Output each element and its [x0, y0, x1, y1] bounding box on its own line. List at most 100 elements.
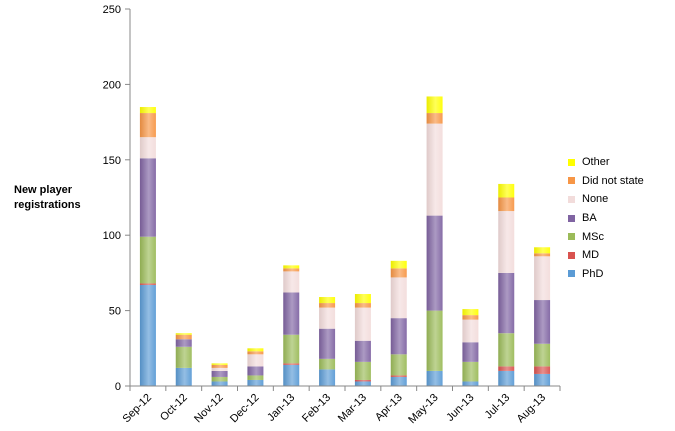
bar-segment-ba [426, 215, 443, 311]
bar-segment-did-not-state [534, 253, 551, 257]
bar-segment-ba [175, 339, 192, 347]
bar-segment-did-not-state [283, 268, 300, 272]
bar-segment-phd [283, 364, 300, 386]
bar-segment-phd [211, 381, 228, 386]
bar-segment-phd [354, 381, 371, 386]
bar-segment-did-not-state [319, 303, 336, 308]
legend-label: None [582, 193, 609, 206]
bar-segment-phd [498, 370, 515, 386]
legend-label: BA [582, 212, 597, 225]
legend-swatch [568, 233, 575, 241]
legend-label: MSc [582, 230, 604, 243]
legend-swatch [568, 177, 575, 185]
x-tick-label: Jun-13 [444, 392, 476, 424]
x-tick-label: Feb-13 [300, 392, 333, 425]
bar-segment-phd [319, 369, 336, 386]
bar-segment-phd [139, 284, 156, 386]
y-tick-label: 200 [103, 79, 121, 91]
bar-segment-other [247, 348, 264, 352]
bar-segment-ba [498, 272, 515, 334]
y-axis-title-line-2: registrations [14, 199, 81, 211]
bar-segment-ba [247, 366, 264, 376]
x-tick-label: Mar-13 [336, 392, 369, 425]
bar-segment-other [319, 297, 336, 304]
bar-segment-ba [354, 340, 371, 362]
legend-label: Did not state [582, 174, 644, 187]
bar-segment-did-not-state [354, 303, 371, 308]
bar-segment-msc [175, 346, 192, 368]
bar-segment-none [139, 137, 156, 159]
bar-segment-did-not-state [175, 334, 192, 340]
bar-segment-msc [354, 361, 371, 380]
bar-segment-msc [390, 354, 407, 376]
bar-segment-md [354, 379, 371, 382]
legend-item: PhD [568, 265, 644, 284]
legend-swatch [568, 158, 575, 166]
bar-segment-none [426, 123, 443, 216]
bar-segment-md [534, 366, 551, 374]
legend-item: MD [568, 246, 644, 265]
bar-segment-did-not-state [247, 351, 264, 355]
y-axis: 0 50 100 150 200 250 [103, 4, 131, 393]
legend-swatch [568, 195, 575, 203]
bar-segment-none [354, 307, 371, 341]
bar-segment-other [534, 247, 551, 254]
y-tick-label: 100 [103, 230, 121, 242]
bar-segment-msc [534, 343, 551, 367]
bar-segment-other [390, 260, 407, 269]
bar-segment-other [426, 96, 443, 114]
x-tick-label: Oct-12 [158, 392, 190, 424]
y-tick-label: 0 [115, 381, 121, 393]
x-tick-label: Jan-13 [265, 392, 297, 424]
bar-segment-none [462, 319, 479, 343]
legend-label: MD [582, 249, 600, 262]
legend-item: BA [568, 209, 644, 228]
bar-segment-none [211, 367, 228, 371]
bar-segment-msc [139, 236, 156, 284]
legend-label: PhD [582, 267, 604, 280]
bar-segment-msc [211, 376, 228, 382]
bar-segment-md [390, 375, 407, 377]
bar-segment-phd [390, 376, 407, 386]
bar-segment-ba [534, 300, 551, 344]
bar-segment-other [462, 309, 479, 316]
bar-segment-md [139, 283, 156, 285]
bar-segment-did-not-state [462, 315, 479, 320]
x-tick-label: Aug-13 [515, 392, 549, 426]
x-tick-label: Jul-13 [483, 392, 513, 422]
bar-segment-none [283, 271, 300, 293]
bar-segment-did-not-state [139, 113, 156, 138]
x-tick-label: Apr-13 [373, 392, 405, 424]
bar-segment-did-not-state [426, 113, 443, 124]
y-tick-label: 50 [109, 306, 121, 318]
bar-segment-did-not-state [498, 197, 515, 212]
x-tick-label: May-13 [406, 392, 440, 426]
bar-segment-phd [534, 373, 551, 386]
x-tick-label: Nov-12 [192, 392, 226, 426]
bar-segment-phd [175, 367, 192, 386]
bars [139, 96, 551, 386]
bar-segment-phd [247, 379, 264, 386]
bar-segment-msc [426, 310, 443, 371]
bar-segment-md [498, 366, 515, 371]
bar-segment-other [283, 265, 300, 269]
bar-segment-did-not-state [211, 364, 228, 368]
bar-segment-ba [139, 158, 156, 237]
bar-segment-ba [462, 342, 479, 362]
legend-label: Other [582, 156, 610, 169]
x-tick-label: Sep-12 [120, 392, 154, 426]
bar-segment-msc [319, 358, 336, 370]
bar-segment-none [247, 354, 264, 367]
y-axis-title-line-1: New player [14, 184, 73, 196]
y-tick-label: 150 [103, 155, 121, 167]
legend-swatch [568, 251, 575, 259]
bar-segment-did-not-state [390, 268, 407, 278]
bar-segment-msc [498, 333, 515, 367]
bar-segment-other [498, 183, 515, 198]
legend-item: Did not state [568, 172, 644, 191]
legend-swatch [568, 214, 575, 222]
bar-segment-ba [390, 318, 407, 355]
bar-segment-msc [462, 361, 479, 382]
bar-segment-md [283, 363, 300, 365]
